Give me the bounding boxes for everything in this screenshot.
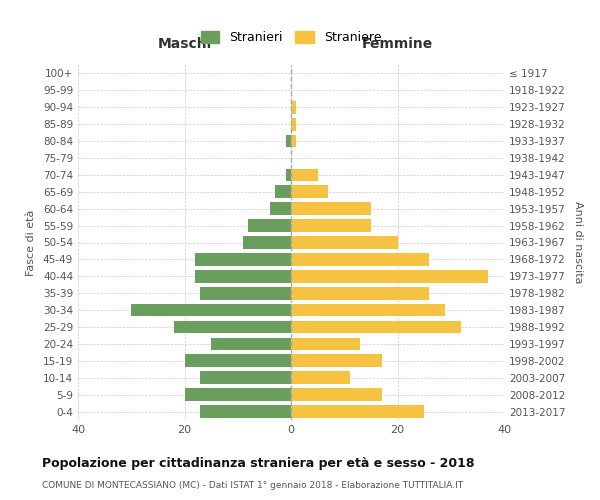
Bar <box>291 405 424 418</box>
Bar <box>243 236 291 249</box>
Bar <box>200 287 291 300</box>
Y-axis label: Anni di nascita: Anni di nascita <box>572 201 583 284</box>
Bar <box>185 388 291 401</box>
Bar <box>286 168 291 181</box>
Text: Maschi: Maschi <box>157 38 212 52</box>
Bar <box>275 186 291 198</box>
Text: Popolazione per cittadinanza straniera per età e sesso - 2018: Popolazione per cittadinanza straniera p… <box>42 458 475 470</box>
Bar <box>200 372 291 384</box>
Bar <box>291 372 350 384</box>
Bar <box>291 388 382 401</box>
Bar <box>291 202 371 215</box>
Bar <box>291 220 371 232</box>
Bar <box>291 168 317 181</box>
Bar <box>291 134 296 147</box>
Legend: Stranieri, Straniere: Stranieri, Straniere <box>194 25 388 50</box>
Bar <box>291 236 398 249</box>
Bar <box>248 220 291 232</box>
Bar <box>291 320 461 334</box>
Bar <box>270 202 291 215</box>
Bar <box>286 134 291 147</box>
Bar <box>291 101 296 114</box>
Bar <box>291 338 360 350</box>
Text: COMUNE DI MONTECASSIANO (MC) - Dati ISTAT 1° gennaio 2018 - Elaborazione TUTTITA: COMUNE DI MONTECASSIANO (MC) - Dati ISTA… <box>42 481 463 490</box>
Y-axis label: Fasce di età: Fasce di età <box>26 210 36 276</box>
Bar <box>291 304 445 316</box>
Bar <box>291 287 430 300</box>
Bar <box>174 320 291 334</box>
Bar <box>291 253 430 266</box>
Bar <box>200 405 291 418</box>
Bar <box>131 304 291 316</box>
Bar <box>291 118 296 130</box>
Bar <box>291 270 488 282</box>
Bar <box>185 354 291 367</box>
Bar <box>291 354 382 367</box>
Bar <box>195 270 291 282</box>
Bar <box>211 338 291 350</box>
Text: Femmine: Femmine <box>362 38 433 52</box>
Bar <box>195 253 291 266</box>
Bar <box>291 186 328 198</box>
